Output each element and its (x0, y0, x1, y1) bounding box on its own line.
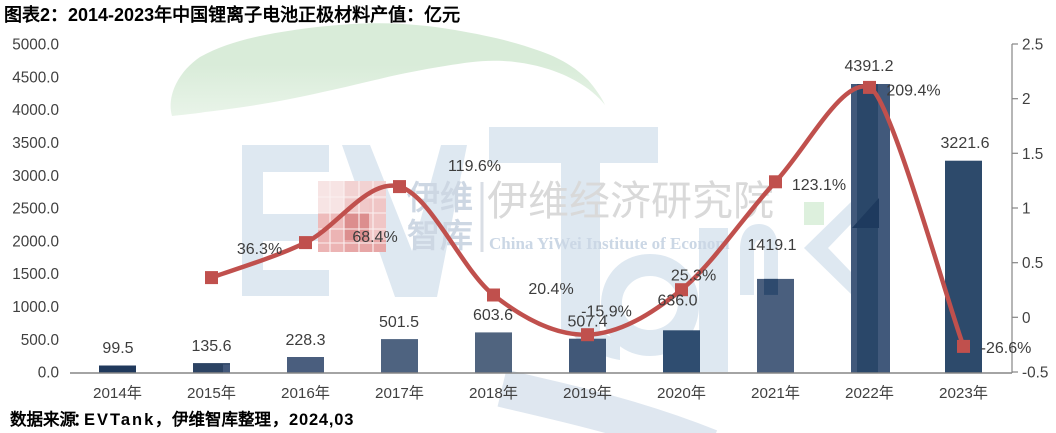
svg-text:2015年: 2015年 (187, 385, 236, 402)
svg-text:507.4: 507.4 (567, 314, 607, 331)
svg-text:36.3%: 36.3% (237, 241, 282, 258)
svg-text:2022年: 2022年 (845, 385, 894, 402)
svg-text:2016年: 2016年 (281, 385, 330, 402)
svg-text:3000.0: 3000.0 (12, 168, 59, 185)
svg-text:68.4%: 68.4% (352, 229, 397, 246)
svg-text:603.6: 603.6 (473, 307, 513, 324)
svg-text:228.3: 228.3 (285, 332, 325, 349)
svg-text:图表2：2014-2023年中国锂离子电池正极材料产值：亿元: 图表2：2014-2023年中国锂离子电池正极材料产值：亿元 (4, 4, 460, 25)
svg-text:EVTank: EVTank (84, 411, 155, 429)
svg-text:2017年: 2017年 (375, 385, 424, 402)
svg-text:135.6: 135.6 (191, 338, 231, 355)
svg-text:2023年: 2023年 (939, 385, 988, 402)
svg-text:1.5: 1.5 (1022, 146, 1043, 163)
svg-text:25.3%: 25.3% (671, 268, 716, 285)
svg-text:4000.0: 4000.0 (12, 102, 59, 119)
svg-text:伊维智库整理: 伊维智库整理 (171, 409, 272, 429)
svg-text:636.0: 636.0 (657, 293, 697, 310)
svg-text:2.5: 2.5 (1022, 37, 1043, 54)
svg-text:1500.0: 1500.0 (12, 266, 59, 283)
svg-text:2024,03: 2024,03 (289, 411, 354, 429)
svg-text:5000.0: 5000.0 (12, 37, 59, 54)
svg-text:1000.0: 1000.0 (12, 299, 59, 316)
svg-text:-0.5: -0.5 (1022, 365, 1048, 382)
svg-text:0.5: 0.5 (1022, 255, 1043, 272)
svg-text:2020年: 2020年 (657, 385, 706, 402)
svg-text:119.6%: 119.6% (448, 158, 501, 175)
svg-text:1419.1: 1419.1 (748, 237, 797, 254)
svg-text:2500.0: 2500.0 (12, 201, 59, 218)
svg-text:：: ： (73, 411, 90, 429)
svg-text:2000.0: 2000.0 (12, 233, 59, 250)
svg-text:，: ， (155, 411, 172, 429)
svg-text:99.5: 99.5 (102, 340, 133, 357)
svg-text:0: 0 (1022, 310, 1031, 327)
svg-text:China YiWei Institute of Econo: China YiWei Institute of Econom (489, 234, 730, 253)
svg-text:-15.9%: -15.9% (581, 304, 632, 321)
svg-text:，: ， (272, 411, 289, 429)
svg-text:123.1%: 123.1% (792, 177, 846, 194)
svg-text:伊维经济研究院: 伊维经济研究院 (487, 178, 774, 224)
svg-text:4391.2: 4391.2 (845, 58, 894, 75)
svg-text:3221.6: 3221.6 (941, 135, 990, 152)
svg-text:2019年: 2019年 (563, 385, 612, 402)
svg-text:2018年: 2018年 (469, 385, 518, 402)
svg-text:智库: 智库 (407, 217, 473, 254)
svg-text:数据来源: 数据来源 (10, 409, 77, 429)
svg-text:3500.0: 3500.0 (12, 135, 59, 152)
svg-text:-26.6%: -26.6% (981, 340, 1032, 357)
svg-text:2: 2 (1022, 91, 1031, 108)
svg-text:500.0: 500.0 (21, 332, 59, 349)
svg-text:0.0: 0.0 (38, 365, 59, 382)
svg-text:1: 1 (1022, 201, 1031, 218)
svg-text:501.5: 501.5 (379, 314, 419, 331)
svg-text:20.4%: 20.4% (528, 281, 573, 298)
svg-text:4500.0: 4500.0 (12, 69, 59, 86)
svg-text:209.4%: 209.4% (886, 83, 940, 100)
svg-text:2014年: 2014年 (93, 385, 142, 402)
svg-text:2021年: 2021年 (751, 385, 800, 402)
